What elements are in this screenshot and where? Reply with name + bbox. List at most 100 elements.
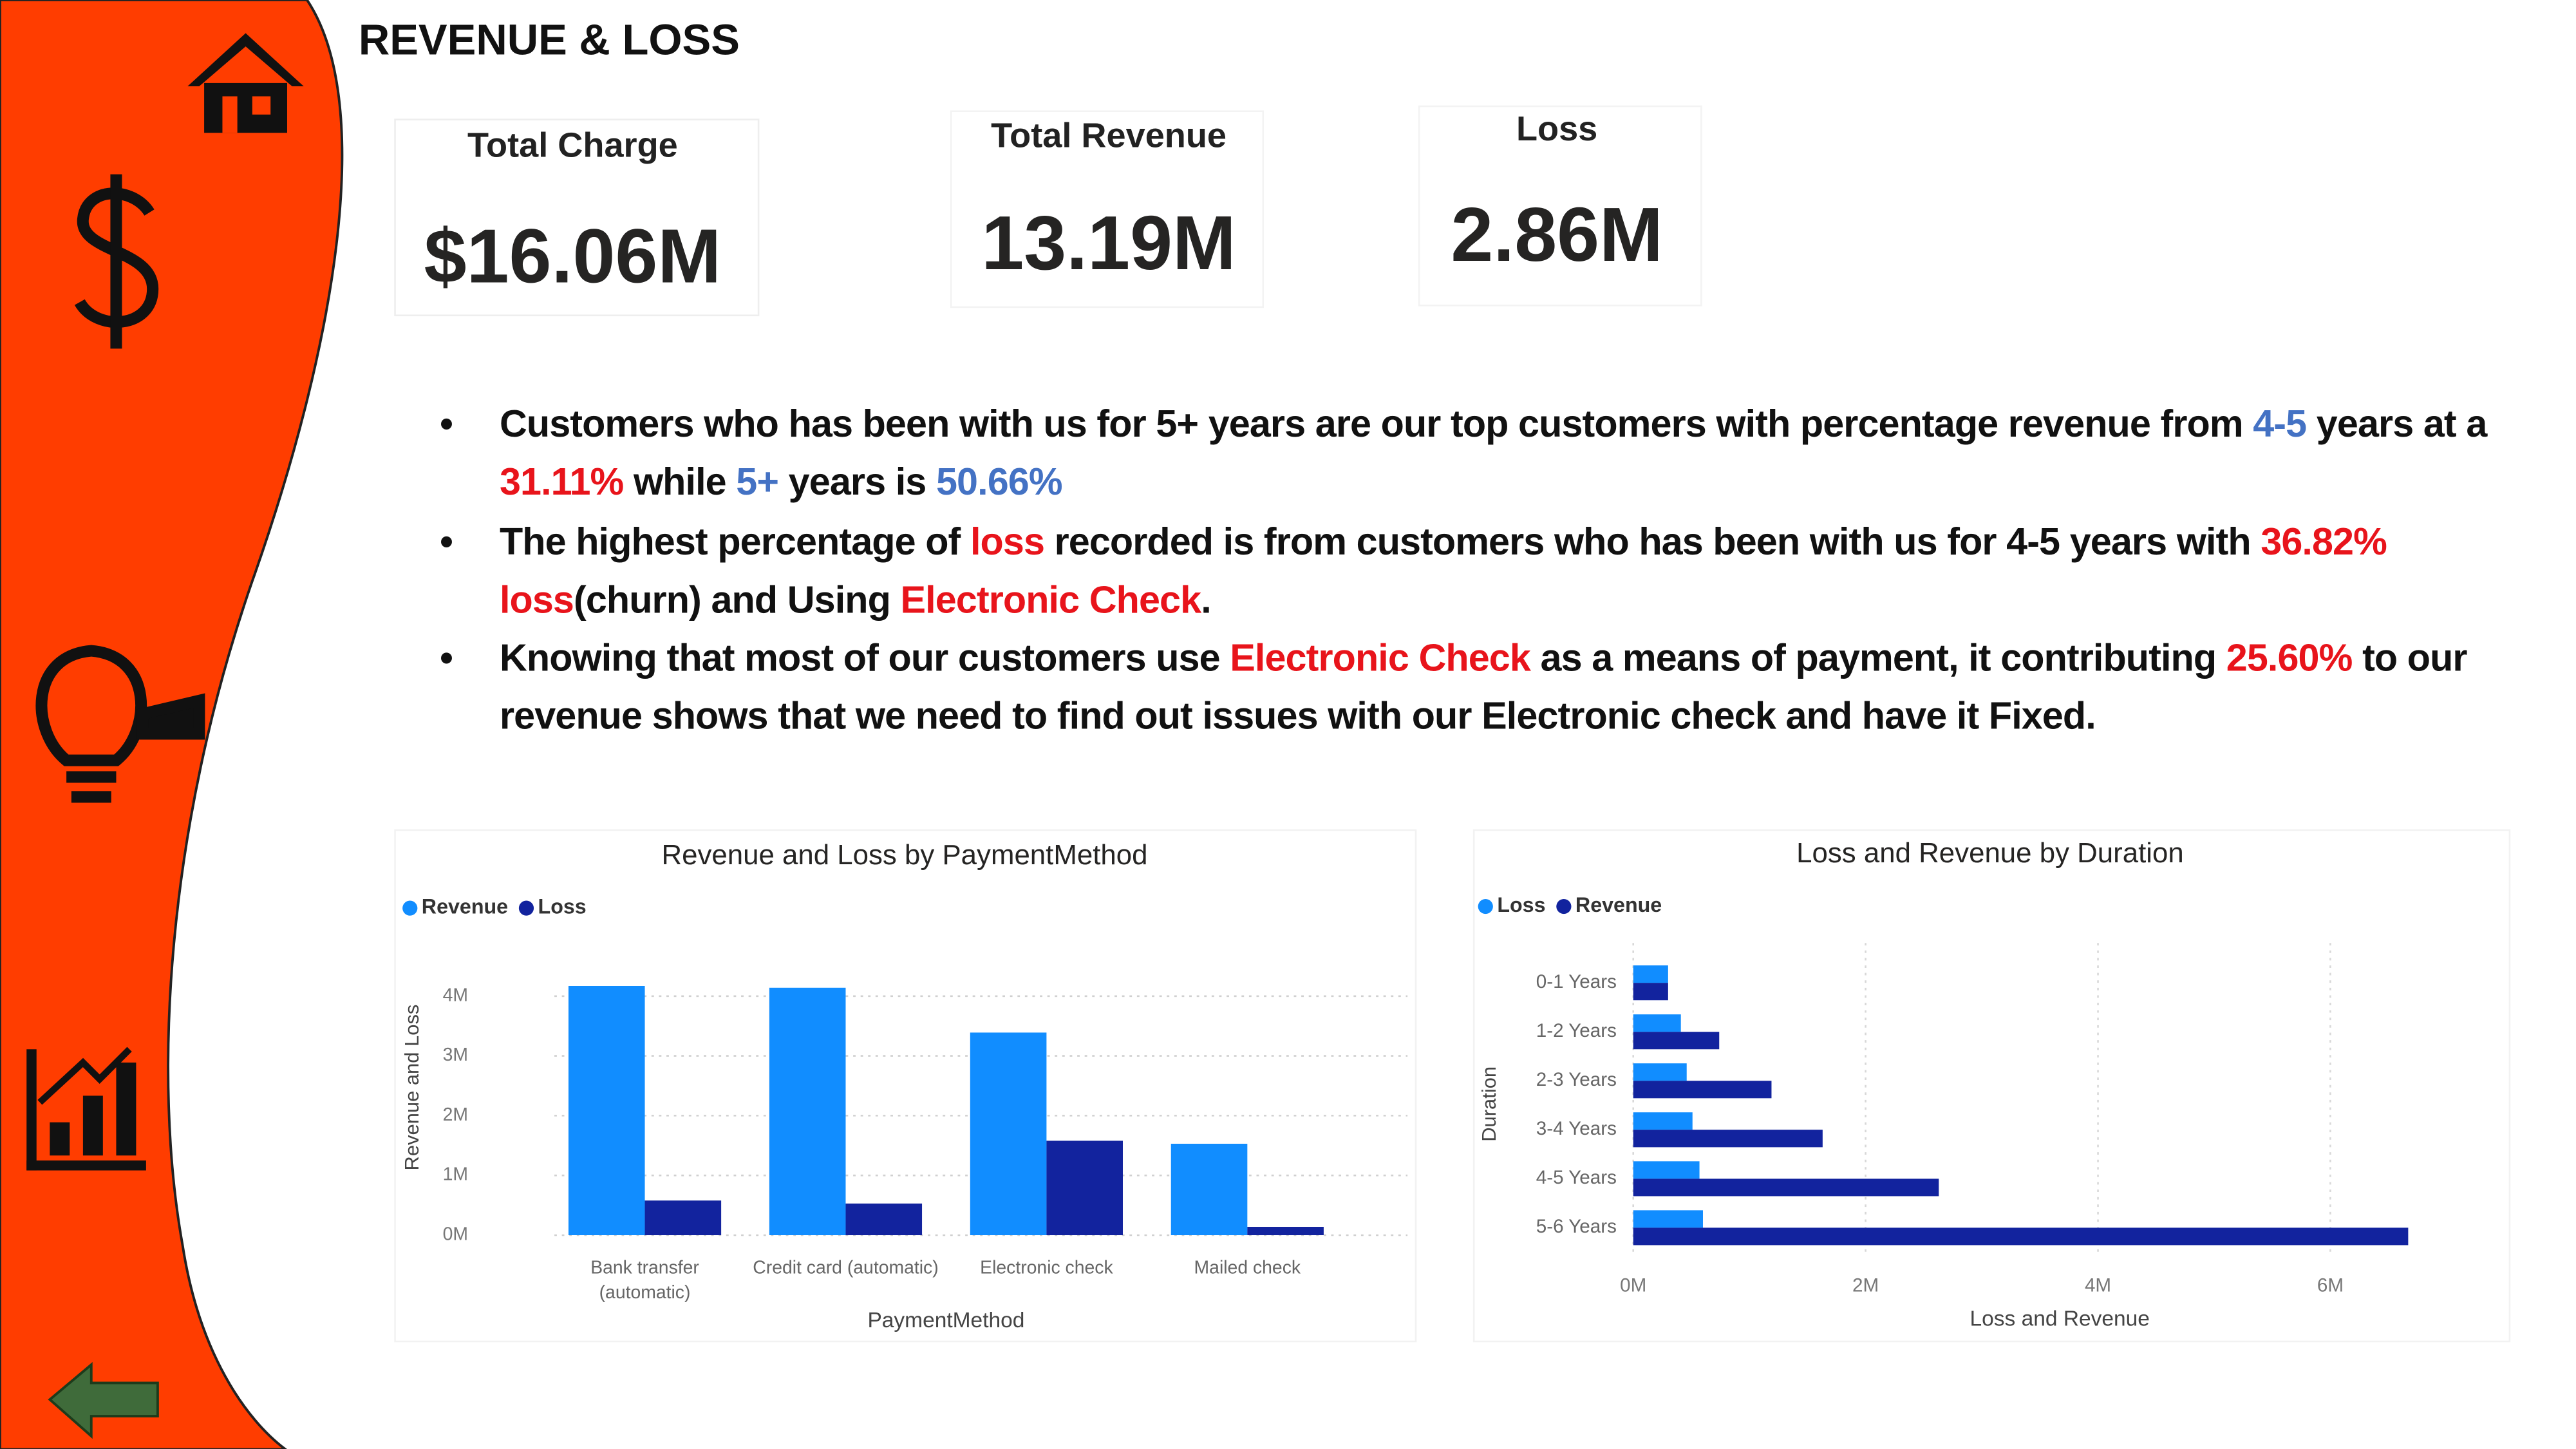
legend-label: Loss <box>1497 893 1545 916</box>
y-tick-label: 2-3 Years <box>1536 1069 1617 1090</box>
insight-text: while <box>623 460 737 504</box>
x-tick-label: 2M <box>1852 1275 1879 1296</box>
insight-text: to our revenue shows that we need to fin… <box>499 636 2468 738</box>
insight-text: 31.11% <box>499 460 624 504</box>
bar <box>1046 1141 1123 1236</box>
y-tick-label: 2M <box>443 1104 468 1125</box>
revenue-icon[interactable] <box>74 174 159 349</box>
insight-item: Customers who has been with us for 5+ ye… <box>440 395 2574 513</box>
kpi-value: 2.86M <box>1451 193 1663 278</box>
insight-item: The highest percentage of loss recorded … <box>440 513 2574 630</box>
x-axis-label: Loss and Revenue <box>1970 1307 2150 1331</box>
insight-item: Knowing that most of our customers use E… <box>440 630 2574 747</box>
bar <box>1633 983 1668 1001</box>
kpi-label: Total Charge <box>467 126 678 165</box>
kpi-card: Total Revenue 13.19M <box>950 110 1264 308</box>
back-arrow[interactable] <box>48 1361 159 1439</box>
x-tick-label: 4M <box>2085 1275 2111 1296</box>
x-tick-label: Electronic check <box>980 1258 1113 1279</box>
kpi-label: Loss <box>1516 109 1597 148</box>
chart-icon[interactable] <box>26 1046 146 1171</box>
insight-text: Electronic Check <box>900 577 1202 621</box>
insight-list: Customers who has been with us for 5+ ye… <box>440 395 2574 747</box>
insight-text: Customers who has been with us for 5+ ye… <box>499 401 2253 445</box>
insight-text: as a means of payment, it contributing <box>1530 636 2226 679</box>
bar <box>1247 1227 1324 1236</box>
legend-swatch <box>1478 898 1493 914</box>
kpi-frame <box>1418 105 1702 307</box>
legend-swatch <box>518 900 534 916</box>
bar <box>1633 1032 1720 1050</box>
x-tick-label: 0M <box>1620 1275 1646 1296</box>
y-tick-label: 3M <box>443 1045 468 1065</box>
bar <box>769 987 846 1236</box>
bar <box>568 985 645 1236</box>
bar <box>1633 1081 1772 1099</box>
insight-text: (churn) and Using <box>574 577 901 621</box>
y-axis-label: Duration <box>1478 1066 1500 1142</box>
insight-text: 5+ <box>736 460 779 504</box>
x-axis-label: PaymentMethod <box>867 1309 1024 1332</box>
chart-title: Revenue and Loss by PaymentMethod <box>661 839 1147 871</box>
kpi-value: 13.19M <box>981 201 1236 286</box>
y-tick-label: 0-1 Years <box>1536 971 1617 992</box>
home-icon[interactable] <box>187 33 304 133</box>
insight-text: The highest percentage of <box>499 518 970 562</box>
bar <box>1633 1179 1939 1197</box>
insight-text: Electronic Check <box>1230 636 1531 679</box>
insight-text: years at a <box>2306 401 2488 445</box>
bar <box>1633 1227 2409 1245</box>
x-tick-label: Bank transfer (automatic) <box>590 1258 699 1303</box>
page-title: REVENUE & LOSS <box>359 16 740 64</box>
legend-label: Revenue <box>1575 893 1662 916</box>
chart-title: Loss and Revenue by Duration <box>1796 837 2184 869</box>
bar <box>845 1203 923 1236</box>
bar <box>1633 1161 1700 1179</box>
chart-panel <box>394 829 1417 1343</box>
y-axis-label: Revenue and Loss <box>400 1005 423 1171</box>
y-tick-label: 1-2 Years <box>1536 1020 1617 1041</box>
y-tick-label: 1M <box>443 1164 468 1185</box>
insight-text: years is <box>778 460 936 504</box>
insight-text: loss <box>970 518 1045 562</box>
kpi-card: Total Charge $16.06M <box>394 118 760 317</box>
y-tick-label: 5-6 Years <box>1536 1216 1617 1237</box>
insight-text: 36.82% loss <box>499 518 2387 621</box>
insight-icon[interactable] <box>35 645 205 803</box>
legend-label: Revenue <box>422 895 508 918</box>
kpi-label: Total Revenue <box>991 116 1227 155</box>
kpi-card: Loss 2.86M <box>1418 105 1702 307</box>
insight-text: recorded is from customers who has been … <box>1044 518 2261 562</box>
insight-text: 50.66% <box>935 460 1063 504</box>
bar <box>1633 1014 1681 1032</box>
bar <box>1633 965 1668 983</box>
insight-text: Knowing that most of our customers use <box>499 636 1230 679</box>
legend-swatch <box>1556 898 1572 914</box>
kpi-frame <box>394 118 760 317</box>
bar <box>644 1200 722 1236</box>
y-tick-label: 4-5 Years <box>1536 1167 1617 1188</box>
legend-swatch <box>402 900 418 916</box>
bar <box>1170 1144 1248 1236</box>
insight-text: . <box>1201 577 1211 621</box>
insight-text: 4-5 <box>2253 401 2307 445</box>
bar <box>1633 1063 1687 1081</box>
y-tick-label: 3-4 Years <box>1536 1118 1617 1139</box>
bar <box>1633 1130 1823 1148</box>
y-tick-label: 4M <box>443 985 468 1005</box>
x-tick-label: 6M <box>2317 1275 2344 1296</box>
kpi-value: $16.06M <box>424 214 721 299</box>
chart-panel <box>1472 829 2511 1343</box>
x-tick-label: Mailed check <box>1194 1258 1301 1279</box>
bar <box>1633 1210 1703 1228</box>
y-tick-label: 0M <box>443 1224 468 1244</box>
bar <box>970 1032 1047 1236</box>
insight-text: 25.60% <box>2226 636 2353 679</box>
legend-label: Loss <box>538 895 587 918</box>
x-tick-label: Credit card (automatic) <box>753 1258 939 1279</box>
kpi-frame <box>950 110 1264 308</box>
bar <box>1633 1112 1693 1130</box>
